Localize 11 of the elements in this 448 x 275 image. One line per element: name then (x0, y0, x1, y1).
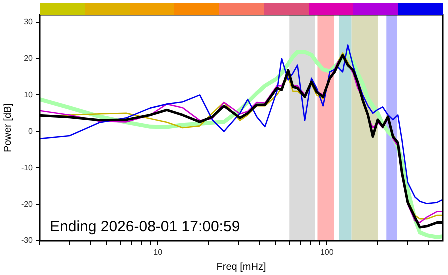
x-axis-title: Freq [mHz] (216, 262, 266, 273)
y-axis-title: Power [dB] (2, 103, 14, 152)
y-tick-label: 0 (28, 126, 34, 136)
y-tick-label: 10 (24, 90, 34, 100)
y-tick-label: 20 (24, 54, 34, 63)
y-tick-label: -20 (21, 200, 34, 209)
annotation: Ending 2026-08-01 17:00:59 (50, 218, 240, 236)
y-tick-label: -10 (21, 163, 34, 172)
y-tick-label: -30 (21, 236, 34, 246)
x-tick-label: 100 (320, 248, 334, 258)
y-tick-label: 30 (24, 17, 34, 26)
